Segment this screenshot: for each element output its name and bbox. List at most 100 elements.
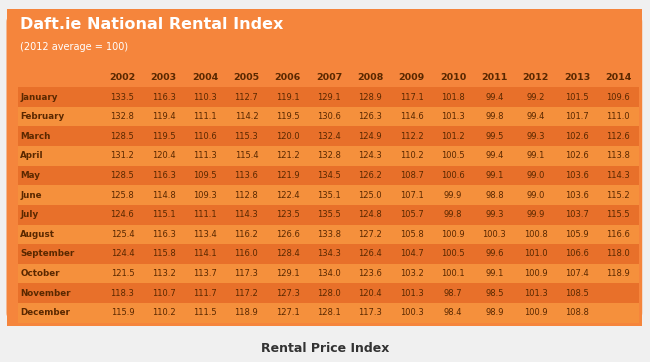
Text: 127.3: 127.3 [276,289,300,298]
Text: 122.4: 122.4 [276,191,300,199]
Text: 110.6: 110.6 [193,132,217,141]
Text: 100.8: 100.8 [524,230,547,239]
Text: 98.7: 98.7 [444,289,462,298]
Text: March: March [20,132,51,141]
Text: 114.3: 114.3 [606,171,630,180]
Text: 120.4: 120.4 [152,151,176,160]
Text: 2006: 2006 [275,73,301,82]
Text: 111.1: 111.1 [193,112,217,121]
Text: 98.5: 98.5 [485,289,504,298]
Text: February: February [20,112,65,121]
Text: 123.5: 123.5 [276,210,300,219]
Text: Rental Price Index: Rental Price Index [261,342,389,355]
Bar [18,205,639,224]
Text: 125.0: 125.0 [359,191,382,199]
Text: 108.8: 108.8 [565,308,589,317]
Text: 112.6: 112.6 [606,132,630,141]
Text: 111.0: 111.0 [606,112,630,121]
Text: 99.4: 99.4 [526,112,545,121]
Text: 133.5: 133.5 [111,93,135,102]
Text: 99.1: 99.1 [485,171,504,180]
Text: 118.0: 118.0 [606,249,630,258]
Text: 119.1: 119.1 [276,93,300,102]
Text: 102.6: 102.6 [565,151,589,160]
Text: 108.5: 108.5 [565,289,589,298]
Text: 128.1: 128.1 [317,308,341,317]
Text: 2013: 2013 [564,73,590,82]
Text: 125.8: 125.8 [111,191,135,199]
Text: 103.6: 103.6 [565,191,589,199]
Text: 119.5: 119.5 [152,132,176,141]
Text: 2014: 2014 [605,73,632,82]
Text: 99.9: 99.9 [444,191,462,199]
Text: 105.8: 105.8 [400,230,424,239]
Text: 130.6: 130.6 [317,112,341,121]
Text: 120.0: 120.0 [276,132,300,141]
Text: 114.8: 114.8 [152,191,176,199]
Text: 99.0: 99.0 [526,191,545,199]
Text: 118.9: 118.9 [235,308,258,317]
Bar [18,146,639,166]
Text: 100.5: 100.5 [441,249,465,258]
Text: 99.5: 99.5 [485,132,504,141]
Text: 129.1: 129.1 [276,269,300,278]
Text: 119.5: 119.5 [276,112,300,121]
Text: 135.5: 135.5 [317,210,341,219]
Text: 100.9: 100.9 [524,308,547,317]
Text: January: January [20,93,58,102]
Text: December: December [20,308,70,317]
Text: 2003: 2003 [151,73,177,82]
Text: 99.1: 99.1 [485,269,504,278]
Text: 120.4: 120.4 [359,289,382,298]
Text: 103.6: 103.6 [565,171,589,180]
Text: 101.0: 101.0 [524,249,547,258]
Bar [18,303,639,323]
Text: 99.4: 99.4 [485,93,504,102]
Text: 115.8: 115.8 [152,249,176,258]
Text: 103.2: 103.2 [400,269,424,278]
Text: (2012 average = 100): (2012 average = 100) [21,42,129,52]
Text: April: April [20,151,44,160]
Text: 105.9: 105.9 [566,230,589,239]
Text: 111.5: 111.5 [193,308,217,317]
Text: 126.6: 126.6 [276,230,300,239]
Text: 116.3: 116.3 [152,171,176,180]
Text: November: November [20,289,71,298]
Text: 115.3: 115.3 [235,132,258,141]
Text: 110.2: 110.2 [400,151,424,160]
Text: 2012: 2012 [523,73,549,82]
Text: 116.2: 116.2 [235,230,258,239]
Text: 109.5: 109.5 [193,171,217,180]
Text: 98.8: 98.8 [485,191,504,199]
Text: 127.1: 127.1 [276,308,300,317]
Text: 105.7: 105.7 [400,210,424,219]
Text: 100.6: 100.6 [441,171,465,180]
Text: 116.0: 116.0 [235,249,258,258]
Text: 119.4: 119.4 [152,112,176,121]
Text: 132.4: 132.4 [317,132,341,141]
Text: 114.2: 114.2 [235,112,258,121]
Text: 114.3: 114.3 [235,210,258,219]
Text: 104.7: 104.7 [400,249,424,258]
Text: 100.9: 100.9 [441,230,465,239]
Text: 98.9: 98.9 [485,308,504,317]
Text: 113.2: 113.2 [152,269,176,278]
Text: 99.8: 99.8 [485,112,504,121]
Bar [18,185,639,205]
Text: 132.8: 132.8 [111,112,135,121]
Text: 124.9: 124.9 [359,132,382,141]
Text: 110.7: 110.7 [152,289,176,298]
Text: 109.3: 109.3 [193,191,217,199]
FancyBboxPatch shape [6,9,642,326]
Text: 112.7: 112.7 [235,93,258,102]
Text: 113.4: 113.4 [193,230,217,239]
Text: 2010: 2010 [440,73,466,82]
Text: 124.6: 124.6 [111,210,135,219]
Text: 128.5: 128.5 [111,171,135,180]
Text: 117.3: 117.3 [235,269,258,278]
Text: 101.3: 101.3 [524,289,547,298]
Text: 121.2: 121.2 [276,151,300,160]
Text: 101.2: 101.2 [441,132,465,141]
Text: 112.8: 112.8 [235,191,258,199]
Text: 2007: 2007 [316,73,342,82]
